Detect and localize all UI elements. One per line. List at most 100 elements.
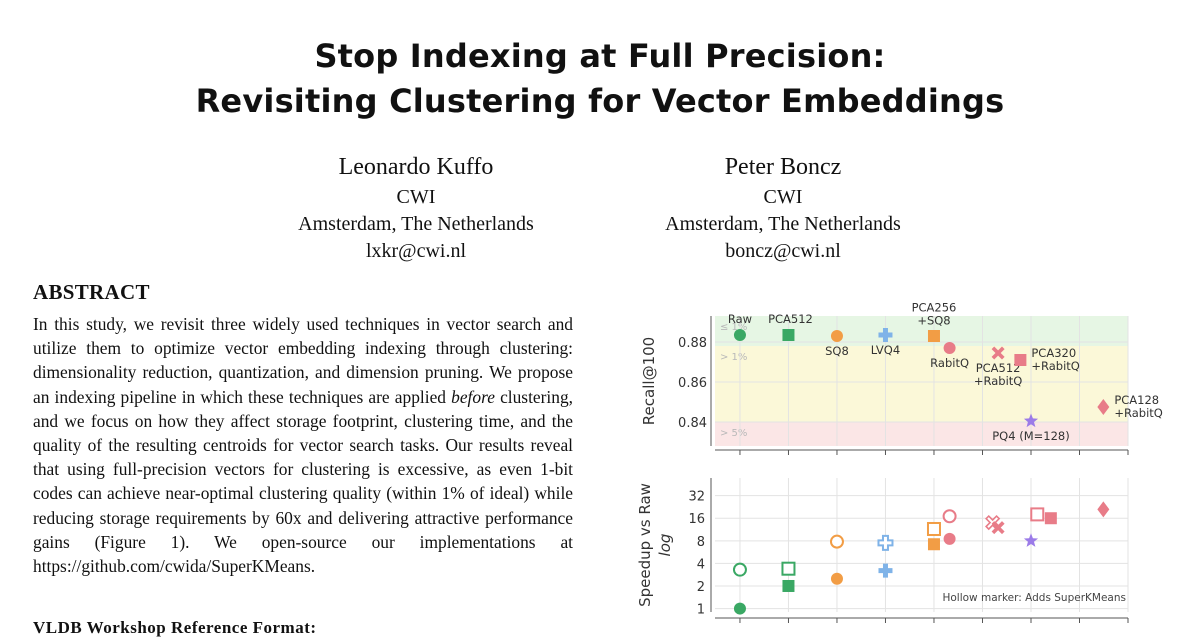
point-label: LVQ4 — [871, 343, 900, 357]
circle-marker — [942, 509, 957, 524]
diamond-marker — [1097, 501, 1110, 518]
circle-marker — [733, 329, 746, 341]
legend-note: Hollow marker: Adds SuperKMeans — [942, 592, 1126, 604]
band-label: ≤ 1% — [720, 322, 747, 333]
data-point: PCA128 +RabitQ — [1097, 393, 1163, 420]
hollow-data-point — [781, 561, 796, 576]
diamond-marker — [1097, 399, 1110, 415]
circle-marker — [830, 330, 843, 342]
data-point — [1023, 533, 1039, 547]
data-point: PCA320 +RabitQ — [1014, 346, 1080, 373]
band-label: > 5% — [720, 428, 747, 439]
square-marker — [1030, 507, 1045, 522]
author-affiliation: CWI — [763, 186, 803, 208]
abstract-text-part: clustering, and we focus on how they aff… — [33, 386, 573, 552]
square-marker — [782, 579, 795, 592]
point-label: PCA320 +RabitQ — [1031, 346, 1079, 373]
paper-title: Stop Indexing at Full Precision: Revisit… — [0, 34, 1200, 124]
y-axis-label: Recall@100 — [640, 337, 658, 425]
abstract-emphasis: before — [451, 386, 495, 407]
data-point — [1044, 512, 1057, 525]
author-affiliation: CWI — [396, 186, 436, 208]
data-point: Raw — [728, 312, 752, 341]
figure-1: ≤ 1% > 1% > 5% 0.84 0.86 0.88 Recall@100 Raw PCA… — [636, 301, 1163, 629]
figure-reference[interactable]: 1 — [170, 531, 180, 552]
circle-marker — [943, 532, 956, 545]
point-label: PCA128 +RabitQ — [1114, 393, 1162, 420]
hollow-data-point — [877, 534, 894, 551]
data-point — [991, 521, 1005, 535]
point-label: PCA512 — [768, 312, 813, 326]
circle-marker — [733, 602, 746, 615]
title-line-2: Revisiting Clustering for Vector Embeddi… — [195, 82, 1005, 120]
reference-format-heading: VLDB Workshop Reference Format: — [33, 618, 317, 637]
author-block-2: Peter Boncz CWI Amsterdam, The Netherlan… — [573, 150, 993, 265]
hollow-data-point — [732, 562, 747, 577]
author-name: Leonardo Kuffo — [338, 154, 494, 180]
square-marker — [927, 538, 940, 551]
data-point — [927, 538, 940, 551]
data-point — [830, 572, 843, 585]
point-label: RabitQ — [930, 356, 969, 370]
abstract-body: In this study, we revisit three widely u… — [33, 312, 573, 578]
y-tick-label: 0.86 — [678, 376, 707, 391]
point-label: SQ8 — [825, 344, 849, 358]
plus-marker — [878, 563, 893, 578]
recall-panel: ≤ 1% > 1% > 5% 0.84 0.86 0.88 Recall@100 Raw PCA… — [640, 301, 1163, 455]
hollow-data-point — [942, 509, 957, 524]
speedup-panel: 124816321248163264128256Speedup vs Rawlo… — [636, 478, 1140, 628]
band-band_yellow — [715, 346, 1128, 422]
author-location: Amsterdam, The Netherlands — [298, 213, 534, 235]
y-tick-label: 2 — [697, 580, 705, 595]
data-point: RabitQ — [930, 342, 969, 370]
data-point: LVQ4 — [871, 328, 900, 357]
point-label: Raw — [728, 312, 752, 326]
y-tick-label: 0.88 — [678, 336, 707, 351]
square-marker — [781, 561, 796, 576]
square-marker — [927, 330, 940, 342]
plus-marker — [877, 534, 894, 551]
y-tick-label: 32 — [688, 490, 705, 505]
data-point: PCA512 +RabitQ — [974, 346, 1022, 388]
abstract-heading: ABSTRACT — [33, 280, 150, 304]
hollow-data-point — [1030, 507, 1045, 522]
data-point — [943, 532, 956, 545]
y-tick-label: 8 — [697, 535, 705, 550]
point-label: PCA256 +SQ8 — [912, 301, 957, 328]
band-label: > 1% — [720, 352, 747, 363]
hollow-data-point — [926, 521, 941, 536]
title-line-1: Stop Indexing at Full Precision: — [314, 37, 886, 75]
data-point — [878, 563, 893, 578]
circle-marker — [732, 562, 747, 577]
hollow-data-point — [829, 534, 844, 549]
author-email[interactable]: lxkr@cwi.nl — [365, 240, 467, 262]
y-axis-label: Speedup vs Raw — [636, 483, 654, 607]
square-marker — [782, 329, 795, 341]
data-point: PQ4 (M=128) — [992, 413, 1070, 443]
data-point — [1097, 501, 1110, 518]
plus-marker — [878, 328, 893, 342]
abstract-text-part: In this study, we revisit three widely u… — [33, 314, 573, 407]
square-marker — [1044, 512, 1057, 525]
data-point: PCA512 — [768, 312, 813, 341]
author-block-1: Leonardo Kuffo CWI Amsterdam, The Nether… — [206, 150, 626, 265]
y-tick-label: 0.84 — [678, 416, 707, 431]
data-point: PCA256 +SQ8 — [912, 301, 957, 342]
square-marker — [926, 521, 941, 536]
data-point: SQ8 — [825, 330, 849, 358]
author-email[interactable]: boncz@cwi.nl — [725, 240, 841, 262]
data-point — [733, 602, 746, 615]
abstract-text-part: ). We open-source our implementations at… — [33, 531, 573, 577]
circle-marker — [943, 342, 956, 354]
star-marker — [1023, 413, 1039, 428]
point-label: PQ4 (M=128) — [992, 429, 1069, 443]
square-marker — [1014, 354, 1027, 366]
y-tick-label: 16 — [688, 512, 705, 527]
author-name: Peter Boncz — [724, 154, 842, 180]
author-location: Amsterdam, The Netherlands — [665, 213, 901, 235]
cross-marker — [991, 521, 1005, 535]
y-axis-sublabel: log — [656, 534, 674, 557]
band-band_pink — [715, 422, 1128, 446]
circle-marker — [829, 534, 844, 549]
star-marker — [1023, 533, 1039, 547]
